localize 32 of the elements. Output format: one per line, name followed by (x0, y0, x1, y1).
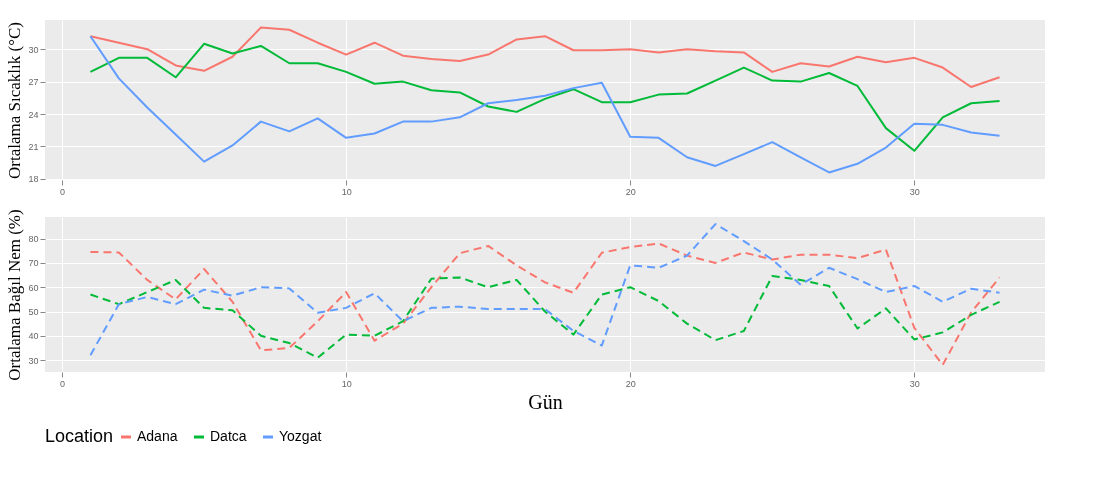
y-tick-label: 50 (28, 307, 39, 318)
y-tick-label: 30 (28, 44, 39, 55)
line-series (89, 275, 1001, 359)
y-tick-label: 40 (28, 331, 39, 342)
x-tick-label: 0 (60, 186, 66, 197)
line-series (89, 42, 1001, 152)
y-tick-label: 60 (28, 282, 39, 293)
x-tick-label: 20 (625, 378, 636, 389)
x-tick-label: 10 (341, 378, 352, 389)
line-series (89, 242, 1001, 366)
x-tick-label: 0 (60, 378, 66, 389)
y-tick-label: 24 (28, 109, 39, 120)
legend-label: Yozgat (279, 428, 322, 444)
legend-label: Datca (210, 428, 247, 444)
x-tick-label: 30 (909, 186, 920, 197)
legend-label: Adana (137, 428, 178, 444)
y-tick-label: 30 (28, 355, 39, 366)
x-axis-title: Gün (528, 390, 563, 413)
x-tick-label: 30 (909, 378, 920, 389)
y-tick-label: 27 (28, 77, 39, 88)
y-tick-label: 18 (28, 174, 39, 185)
line-series (89, 26, 1001, 89)
legend-title: Location (45, 426, 114, 446)
y-tick-label: 80 (28, 234, 39, 245)
x-tick-label: 20 (625, 186, 636, 197)
y-axis-title: Ortalama Bağıl Nem (%) (5, 209, 25, 381)
y-axis-title: Ortalama Sıcaklık (°C) (5, 22, 25, 179)
y-tick-label: 70 (28, 258, 39, 269)
y-tick-label: 21 (28, 141, 39, 152)
x-tick-label: 10 (341, 186, 352, 197)
line-series (89, 223, 1001, 357)
line-series (89, 35, 1001, 174)
